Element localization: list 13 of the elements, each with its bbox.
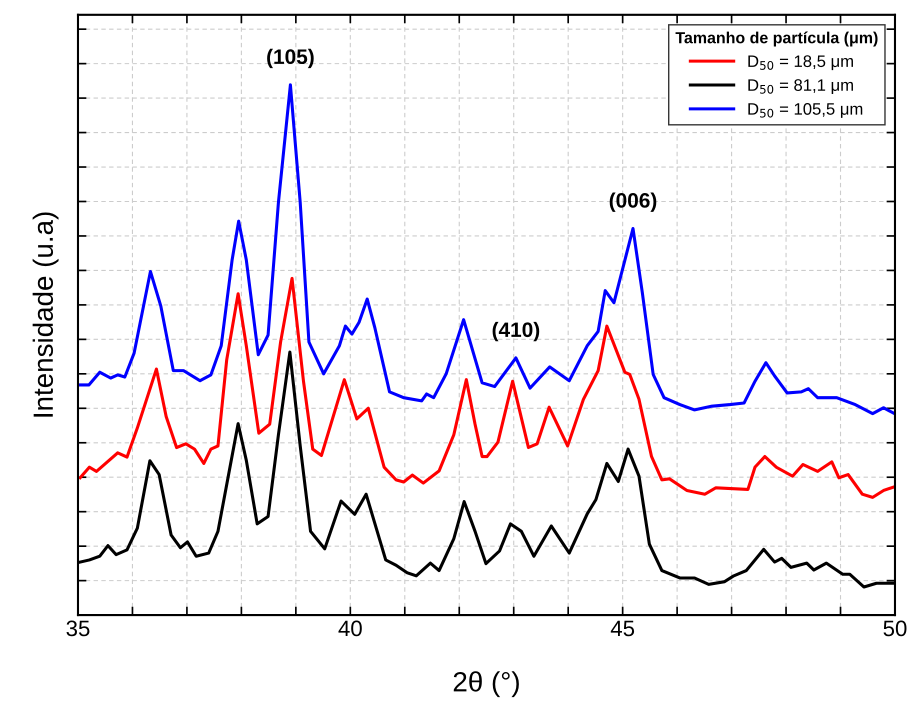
legend-label: D$_{50}$ = 105,5 μm xyxy=(748,103,862,118)
y-axis-title: Intensidade (u.a) xyxy=(32,212,59,417)
legend-label: D$_{50}$ = 81,1 μm xyxy=(748,79,853,94)
x-tick-label: 35 xyxy=(66,620,90,636)
annotation: (410) xyxy=(492,322,540,342)
x-axis-title: 2θ (°) xyxy=(454,671,519,698)
legend-title: Tamanho de partícula (μm) xyxy=(676,32,878,47)
annotation: (006) xyxy=(610,192,656,212)
annotation: (105) xyxy=(267,48,314,68)
x-tick-label: 45 xyxy=(610,620,634,636)
x-tick-label: 40 xyxy=(338,620,362,636)
legend-label: D$_{50}$ = 18,5 μm xyxy=(748,55,853,70)
x-tick-label: 50 xyxy=(884,620,906,636)
